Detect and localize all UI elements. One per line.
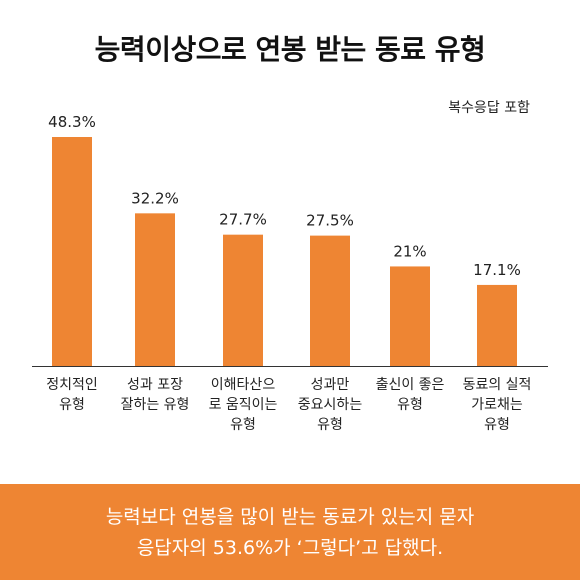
value-label-3: 27.7% — [219, 211, 267, 229]
value-label-6: 17.1% — [473, 261, 521, 279]
bar-5 — [390, 266, 430, 366]
chart-title: 능력이상으로 연봉 받는 동료 유형 — [94, 33, 486, 66]
value-label-2: 32.2% — [131, 189, 179, 207]
category-label-6-line-2: 가로채는 — [471, 397, 523, 413]
bar-1 — [52, 137, 92, 366]
category-label-3-line-3: 유형 — [230, 417, 256, 433]
category-label-4-line-3: 유형 — [317, 417, 343, 433]
summary-line-2: 응답자의 53.6%가 ‘그렇다’고 답했다. — [136, 537, 444, 559]
multiple-response-note: 복수응답 포함 — [448, 100, 530, 116]
bar-2 — [135, 213, 175, 366]
category-label-5-line-2: 유형 — [397, 397, 423, 413]
category-label-6-line-3: 유형 — [484, 417, 510, 433]
category-label-5-line-1: 출신이 좋은 — [376, 377, 445, 393]
summary-line-1: 능력보다 연봉을 많이 받는 동료가 있는지 묻자 — [105, 506, 475, 528]
value-label-4: 27.5% — [306, 212, 354, 230]
bar-6 — [477, 284, 517, 366]
summary-footer: 능력보다 연봉을 많이 받는 동료가 있는지 묻자 응답자의 53.6%가 ‘그… — [0, 484, 580, 580]
category-label-6-line-1: 동료의 실적 — [463, 377, 532, 393]
bar-3 — [223, 234, 263, 366]
category-label-2-line-1: 성과 포장 — [127, 377, 183, 393]
value-label-1: 48.3% — [48, 113, 96, 131]
category-label-3-line-1: 이해타산으 — [211, 377, 276, 393]
value-label-5: 21% — [393, 242, 426, 260]
category-label-1-line-2: 유형 — [59, 397, 85, 413]
category-label-3-line-2: 로 움직이는 — [209, 397, 278, 413]
category-label-4-line-1: 성과만 — [311, 377, 350, 393]
category-label-2-line-2: 잘하는 유형 — [121, 397, 190, 413]
bar-4 — [310, 235, 350, 366]
category-label-1-line-1: 정치적인 — [46, 377, 98, 393]
category-label-4-line-2: 중요시하는 — [298, 397, 363, 413]
